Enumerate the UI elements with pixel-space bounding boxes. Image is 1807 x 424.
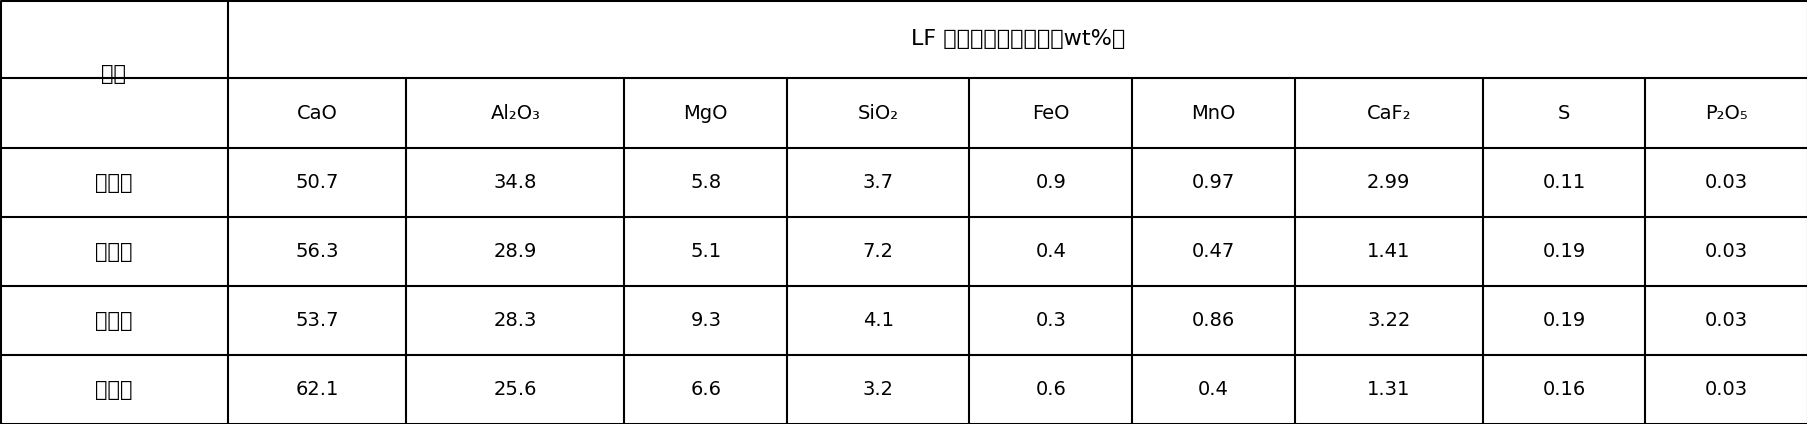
Text: 56.3: 56.3: [295, 242, 338, 261]
Text: 1.41: 1.41: [1366, 242, 1409, 261]
Text: 0.97: 0.97: [1191, 173, 1234, 192]
Text: 0.03: 0.03: [1704, 242, 1747, 261]
Text: 0.03: 0.03: [1704, 380, 1747, 399]
Text: 3.22: 3.22: [1366, 311, 1409, 330]
Text: LF 精炼过程炉渣组成（wt%）: LF 精炼过程炉渣组成（wt%）: [911, 29, 1124, 49]
Text: CaO: CaO: [296, 103, 338, 123]
Text: 0.86: 0.86: [1191, 311, 1234, 330]
Text: 6.6: 6.6: [690, 380, 721, 399]
Text: 0.4: 0.4: [1198, 380, 1229, 399]
Text: 0.3: 0.3: [1035, 311, 1066, 330]
Text: MnO: MnO: [1191, 103, 1234, 123]
Text: 0.9: 0.9: [1035, 173, 1066, 192]
Text: SiO₂: SiO₂: [857, 103, 898, 123]
Text: FeO: FeO: [1032, 103, 1070, 123]
Text: 0.03: 0.03: [1704, 173, 1747, 192]
Text: 5.8: 5.8: [690, 173, 721, 192]
Text: 5.1: 5.1: [690, 242, 721, 261]
Text: 62.1: 62.1: [295, 380, 338, 399]
Text: 28.9: 28.9: [493, 242, 537, 261]
Text: CaF₂: CaF₂: [1366, 103, 1409, 123]
Text: 0.19: 0.19: [1541, 311, 1585, 330]
Text: 0.03: 0.03: [1704, 311, 1747, 330]
Text: 0.47: 0.47: [1191, 242, 1234, 261]
Text: 0.4: 0.4: [1035, 242, 1066, 261]
Text: 28.3: 28.3: [493, 311, 537, 330]
Text: 0.16: 0.16: [1541, 380, 1585, 399]
Text: 25.6: 25.6: [493, 380, 537, 399]
Text: 7.2: 7.2: [862, 242, 893, 261]
Text: MgO: MgO: [683, 103, 728, 123]
Text: 2.99: 2.99: [1366, 173, 1409, 192]
Text: Al₂O₃: Al₂O₃: [490, 103, 540, 123]
Text: 0.11: 0.11: [1541, 173, 1585, 192]
Text: 9.3: 9.3: [690, 311, 721, 330]
Text: 4.1: 4.1: [862, 311, 893, 330]
Text: 1.31: 1.31: [1366, 380, 1409, 399]
Text: 第一炉: 第一炉: [96, 173, 132, 193]
Text: 炉次: 炉次: [101, 64, 126, 84]
Text: P₂O₅: P₂O₅: [1704, 103, 1747, 123]
Text: 0.19: 0.19: [1541, 242, 1585, 261]
Text: 第三炉: 第三炉: [96, 311, 132, 331]
Text: S: S: [1558, 103, 1570, 123]
Text: 3.7: 3.7: [862, 173, 893, 192]
Text: 0.6: 0.6: [1035, 380, 1066, 399]
Text: 34.8: 34.8: [493, 173, 537, 192]
Text: 第二炉: 第二炉: [96, 242, 132, 262]
Text: 53.7: 53.7: [295, 311, 338, 330]
Text: 50.7: 50.7: [295, 173, 338, 192]
Text: 3.2: 3.2: [862, 380, 893, 399]
Text: 第四炉: 第四炉: [96, 379, 132, 399]
